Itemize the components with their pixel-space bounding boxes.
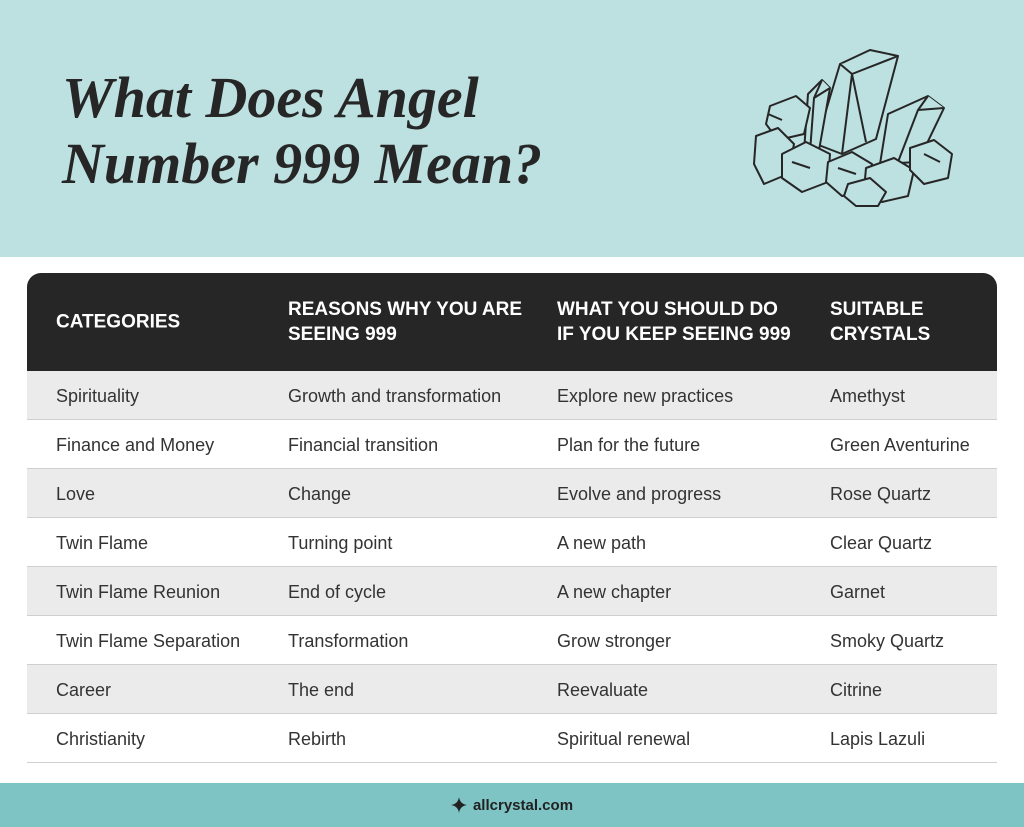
- table-row: Twin Flame Turning point A new path Clear Q…: [27, 518, 997, 567]
- table-row: Twin Flame Separation Transformation Grow …: [27, 616, 997, 665]
- column-header: SUITABLE CRYSTALS: [830, 299, 931, 345]
- table-cell: Lapis Lazuli: [830, 729, 926, 749]
- footer: allcrystal.com: [0, 783, 1024, 827]
- table-cell: Smoky Quartz: [830, 631, 945, 651]
- table-cell: Career: [56, 680, 112, 700]
- table-cell: Twin Flame Reunion: [56, 582, 221, 602]
- table-cell: Grow stronger: [557, 631, 672, 651]
- column-header: CATEGORIES: [56, 311, 181, 333]
- table-row: Spirituality Growth and transformation Exp…: [27, 371, 997, 420]
- table-cell: Love: [56, 484, 96, 504]
- table-cell: Transformation: [288, 631, 409, 651]
- table-row: Christianity Rebirth Spiritual renewal Lapi…: [27, 714, 997, 763]
- title-line: Number 999 Mean?: [62, 131, 543, 196]
- star-icon: [450, 797, 467, 813]
- table-cell: Twin Flame Separation: [56, 631, 241, 651]
- table-cell: Finance and Money: [56, 435, 215, 455]
- table-row: Twin Flame Reunion End of cycle A new chap…: [27, 567, 997, 616]
- table-body: Spirituality Growth and transformation Exp…: [27, 371, 997, 763]
- table-cell: Christianity: [56, 729, 146, 749]
- table-cell: A new chapter: [557, 582, 672, 602]
- table-row: Love Change Evolve and progress Rose Quartz: [27, 469, 997, 518]
- title-line: What Does Angel: [62, 65, 479, 130]
- table-row: Career The end Reevaluate Citrine: [27, 665, 997, 714]
- table-cell: Garnet: [830, 582, 886, 602]
- table-cell: Amethyst: [830, 386, 906, 406]
- table-cell: Evolve and progress: [557, 484, 722, 504]
- table-cell: Rose Quartz: [830, 484, 932, 504]
- table-cell: A new path: [557, 533, 647, 553]
- table-cell: Turning point: [288, 533, 393, 553]
- table-cell: Explore new practices: [557, 386, 734, 406]
- table-cell: End of cycle: [288, 582, 387, 602]
- table-cell: Clear Quartz: [830, 533, 933, 553]
- table-header: CATEGORIES REASONS WHY YOU ARE SEEING 999…: [27, 273, 997, 371]
- table-cell: Citrine: [830, 680, 883, 700]
- table-row: Finance and Money Financial transition Pla…: [27, 420, 997, 469]
- table-cell: Twin Flame: [56, 533, 149, 553]
- column-header: REASONS WHY YOU ARE SEEING 999: [288, 299, 523, 345]
- crystal-illustration: [753, 49, 953, 207]
- table-cell: Growth and transformation: [288, 386, 502, 406]
- table-cell: Reevaluate: [557, 680, 649, 700]
- header: What Does Angel Number 999 Mean?: [0, 0, 1024, 257]
- table-cell: Financial transition: [288, 435, 439, 455]
- table-cell: Green Aventurine: [830, 435, 970, 455]
- table-cell: Spirituality: [56, 386, 140, 406]
- column-header: WHAT YOU SHOULD DO IF YOU KEEP SEEING 99…: [557, 299, 791, 345]
- table-cell: Plan for the future: [557, 435, 701, 455]
- site-name: allcrystal.com: [472, 796, 574, 814]
- table: CATEGORIES REASONS WHY YOU ARE SEEING 999…: [27, 273, 997, 763]
- table-cell: Rebirth: [288, 729, 347, 749]
- table-cell: Spiritual renewal: [557, 729, 691, 749]
- table-cell: Change: [288, 484, 352, 504]
- table-cell: The end: [288, 680, 355, 700]
